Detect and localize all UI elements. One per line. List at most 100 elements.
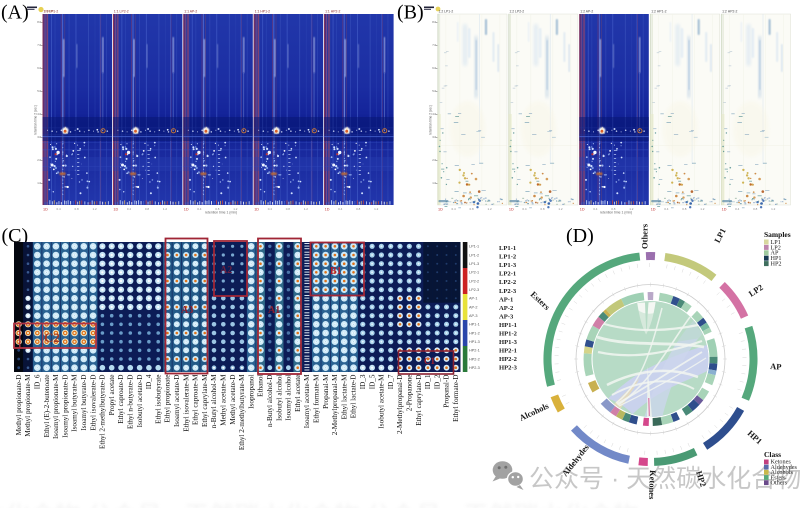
svg-text:Ethyl isovalerate-D: Ethyl isovalerate-D	[89, 375, 97, 431]
svg-text:Ethyl caproate-M: Ethyl caproate-M	[192, 374, 200, 425]
svg-text:Isoamyl acetate-D: Isoamyl acetate-D	[173, 375, 181, 427]
svg-text:Isopropanol: Isopropanol	[247, 375, 255, 409]
svg-text:ID_6: ID_6	[34, 374, 42, 389]
svg-text:7.0: 7.0	[37, 43, 41, 47]
svg-text:Isoamyl acetate-M: Isoamyl acetate-M	[303, 374, 311, 428]
svg-text:HP1-2: HP1-2	[499, 331, 518, 338]
svg-text:Ethyl lactate-M: Ethyl lactate-M	[340, 374, 348, 420]
svg-text:0.8: 0.8	[145, 207, 150, 211]
svg-text:LP1: LP1	[712, 226, 728, 244]
svg-text:C1: C1	[424, 356, 435, 366]
svg-text:HP1-1: HP1-1	[469, 323, 480, 327]
svg-text:Ethyl caproate-D: Ethyl caproate-D	[117, 375, 125, 424]
svg-text:Ethyl isobutyrate: Ethyl isobutyrate	[154, 375, 162, 424]
svg-text:8.0: 8.0	[432, 20, 436, 24]
svg-text:Class: Class	[764, 450, 781, 459]
svg-text:1:1 LP2-2: 1:1 LP2-2	[114, 10, 129, 14]
svg-text:1D: 1D	[580, 208, 585, 212]
svg-text:HP1-2: HP1-2	[469, 331, 480, 335]
svg-text:retention time 2 (sec): retention time 2 (sec)	[34, 105, 38, 135]
svg-text:Ethyl formate-D: Ethyl formate-D	[452, 375, 460, 422]
svg-text:3.0: 3.0	[37, 135, 41, 139]
svg-text:HP2-2: HP2-2	[469, 357, 480, 361]
svg-text:AP-3: AP-3	[499, 313, 514, 320]
svg-text:0.4: 0.4	[593, 207, 598, 211]
svg-text:Isoamyl propionate-D: Isoamyl propionate-D	[61, 375, 69, 438]
svg-text:Isoamyl alcohol: Isoamyl alcohol	[285, 374, 293, 420]
svg-text:(C): (C)	[2, 225, 29, 247]
svg-text:(A): (A)	[1, 2, 29, 24]
svg-text:Aldehydes: Aldehydes	[771, 464, 798, 471]
svg-text:Isobutyl acetate-M: Isobutyl acetate-M	[378, 374, 386, 429]
svg-text:1D: 1D	[722, 208, 727, 212]
svg-text:Ethyl isovalerate-M: Ethyl isovalerate-M	[182, 374, 190, 432]
svg-text:3.0: 3.0	[432, 135, 436, 139]
svg-text:C2: C2	[44, 330, 60, 345]
svg-text:LP2-1: LP2-1	[499, 271, 516, 278]
svg-text:2-Propanone: 2-Propanone	[406, 375, 414, 412]
svg-text:ID_1: ID_1	[424, 374, 432, 389]
svg-text:1.2: 1.2	[558, 207, 563, 211]
svg-text:Ethyl lactate-D: Ethyl lactate-D	[350, 375, 358, 419]
svg-text:公众号 · 天然碳水化合物: 公众号 · 天然碳水化合物	[529, 465, 800, 493]
svg-text:1:2 LP2-2: 1:2 LP2-2	[509, 10, 524, 14]
svg-text:HP1: HP1	[771, 255, 782, 262]
svg-text:n-Butyl alcohol-M: n-Butyl alcohol-M	[210, 374, 218, 428]
svg-text:B1: B1	[330, 266, 342, 277]
svg-text:1.2: 1.2	[629, 207, 634, 211]
svg-text:HP2-1: HP2-1	[469, 349, 480, 353]
svg-text:0.8: 0.8	[470, 207, 475, 211]
svg-text:HP2: HP2	[771, 261, 782, 268]
svg-text:1D: 1D	[509, 208, 514, 212]
svg-text:ID_7: ID_7	[387, 374, 395, 389]
svg-text:HP1-3: HP1-3	[469, 340, 480, 344]
svg-text:Methyl propionate-M: Methyl propionate-M	[24, 374, 32, 437]
svg-text:LP1: LP1	[771, 239, 781, 246]
svg-text:LP1-2: LP1-2	[469, 253, 479, 257]
svg-text:LP1-1: LP1-1	[499, 245, 516, 252]
svg-text:Ketones: Ketones	[771, 459, 792, 466]
svg-text:1:1 AP-2: 1:1 AP-2	[184, 10, 197, 14]
svg-text:LP2-3: LP2-3	[469, 288, 479, 292]
svg-text:4.0: 4.0	[37, 112, 41, 116]
svg-text:0.4: 0.4	[338, 207, 343, 211]
svg-text:AP: AP	[770, 361, 782, 372]
svg-text:Alcohols: Alcohols	[771, 469, 794, 476]
svg-text:5.0: 5.0	[432, 89, 436, 93]
svg-text:LP1-3: LP1-3	[469, 262, 479, 266]
svg-text:AP-2: AP-2	[469, 305, 477, 309]
svg-text:LP1-1: LP1-1	[469, 245, 479, 249]
svg-text:Isobutyl acetate-D: Isobutyl acetate-D	[136, 375, 144, 428]
svg-text:1:2 LP1-2: 1:2 LP1-2	[439, 10, 454, 14]
svg-text:1D: 1D	[325, 208, 330, 212]
svg-text:0.4: 0.4	[127, 207, 132, 211]
svg-text:LP2-3: LP2-3	[499, 288, 517, 295]
svg-text:AP-1: AP-1	[499, 296, 513, 303]
svg-text:Ethyl caprylate-M: Ethyl caprylate-M	[201, 374, 209, 427]
svg-text:Samples: Samples	[764, 230, 791, 239]
svg-text:0.8: 0.8	[611, 207, 616, 211]
svg-text:1.2: 1.2	[93, 207, 98, 211]
svg-text:Ethyl 2-methylbutyrate-D: Ethyl 2-methylbutyrate-D	[99, 375, 107, 449]
svg-text:Others: Others	[640, 223, 650, 249]
svg-text:Isoamyl butyrate-M: Isoamyl butyrate-M	[71, 374, 79, 432]
svg-text:HP1-3: HP1-3	[499, 339, 518, 346]
svg-text:1D: 1D	[184, 208, 189, 212]
svg-text:LP2: LP2	[747, 282, 765, 299]
svg-text:1.0: 1.0	[432, 181, 436, 185]
svg-text:0.4: 0.4	[664, 207, 669, 211]
svg-text:HP2-3: HP2-3	[499, 365, 518, 372]
svg-text:LP2-2: LP2-2	[499, 279, 517, 286]
svg-text:Methyl acetate-D: Methyl acetate-D	[229, 375, 237, 425]
svg-text:1:1 HP2-2: 1:1 HP2-2	[325, 10, 340, 14]
svg-text:1.2: 1.2	[304, 207, 309, 211]
svg-text:0.8: 0.8	[286, 207, 291, 211]
svg-text:(D): (D)	[566, 225, 594, 247]
svg-text:4.0: 4.0	[432, 112, 436, 116]
svg-text:2-Methylpropanal-M: 2-Methylpropanal-M	[331, 374, 339, 435]
svg-text:水化合物 公众号 · 天然碳水化合物 公众号 · 天然碳水化: 水化合物 公众号 · 天然碳水化合物 公众号 · 天然碳水化合物	[0, 502, 638, 508]
svg-text:LP2-2: LP2-2	[469, 279, 479, 283]
svg-text:(B): (B)	[397, 2, 424, 24]
svg-text:1.0: 1.0	[37, 181, 41, 185]
svg-text:LP2-1: LP2-1	[469, 271, 479, 275]
